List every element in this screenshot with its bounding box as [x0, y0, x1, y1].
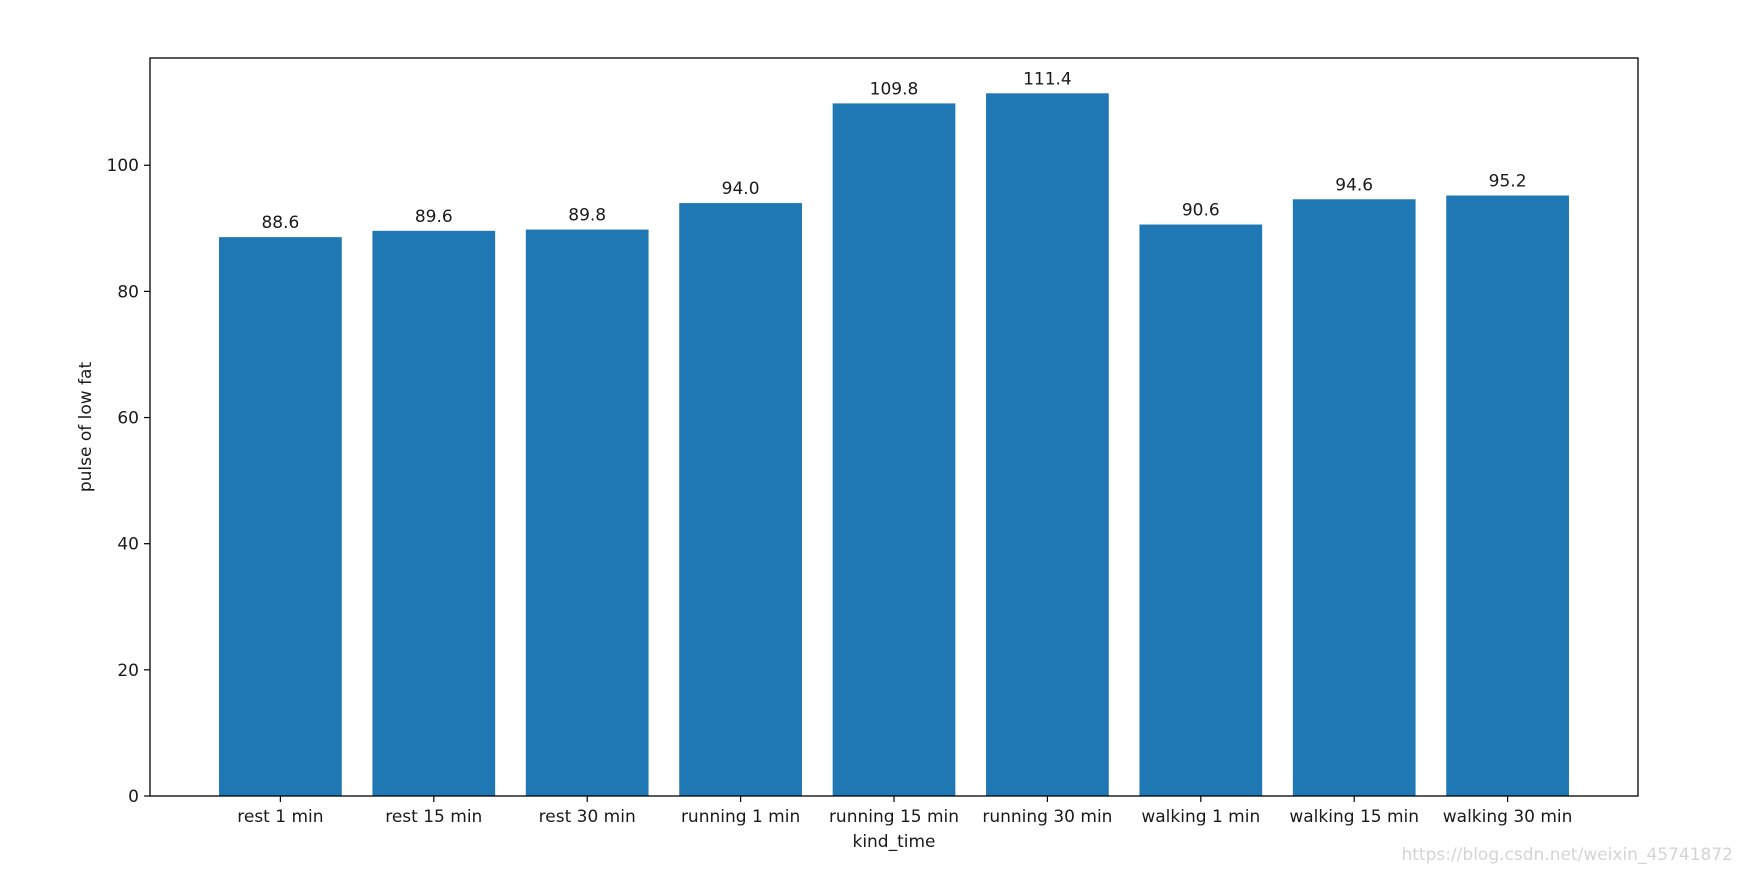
x-tick-label-2: rest 15 min: [385, 807, 482, 827]
data-label-7: 90.6: [1182, 201, 1220, 221]
data-label-2: 89.6: [415, 207, 453, 227]
bar-9: [1446, 195, 1569, 796]
data-label-4: 94.0: [722, 179, 760, 199]
y-axis-ticks: 0 20 40 60 80 100: [107, 156, 150, 807]
x-tick-label-3: rest 30 min: [539, 807, 636, 827]
y-tick-label-20: 20: [117, 661, 139, 681]
bar-2: [372, 230, 496, 797]
y-tick-label-100: 100: [107, 156, 139, 176]
bar-8: [1292, 199, 1416, 797]
y-tick-label-0: 0: [128, 787, 139, 807]
x-tick-label-7: walking 1 min: [1141, 807, 1260, 827]
x-tick-label-5: running 15 min: [829, 807, 959, 827]
data-labels-group: 88.6 89.6 89.8 94.0 109.8 111.4 90.6 94.6 95.2: [261, 69, 1526, 233]
x-axis-ticks: rest 1 min rest 15 min rest 30 min running …: [237, 796, 1572, 827]
y-axis-label: pulse of low fat: [76, 362, 96, 493]
x-axis-label: kind_time: [852, 832, 935, 852]
data-label-9: 95.2: [1489, 172, 1527, 192]
data-label-6: 111.4: [1023, 69, 1072, 89]
bars-group: [219, 93, 1569, 797]
x-tick-label-8: walking 15 min: [1289, 807, 1419, 827]
bar-5: [832, 103, 956, 796]
data-label-3: 89.8: [568, 206, 606, 226]
watermark: https://blog.csdn.net/weixin_45741872: [1401, 845, 1733, 865]
x-tick-label-6: running 30 min: [982, 807, 1112, 827]
y-tick-label-40: 40: [117, 535, 139, 555]
x-tick-label-4: running 1 min: [681, 807, 800, 827]
bar-4: [679, 203, 802, 797]
data-label-8: 94.6: [1335, 175, 1373, 195]
y-tick-label-80: 80: [117, 282, 139, 302]
bar-3: [525, 229, 649, 797]
y-tick-label-60: 60: [117, 409, 139, 429]
data-label-1: 88.6: [261, 213, 299, 233]
bar-6: [986, 93, 1109, 797]
x-tick-label-1: rest 1 min: [237, 807, 323, 827]
data-label-5: 109.8: [870, 79, 919, 99]
x-tick-label-9: walking 30 min: [1443, 807, 1573, 827]
bar-1: [219, 237, 342, 797]
bar-7: [1139, 224, 1263, 796]
